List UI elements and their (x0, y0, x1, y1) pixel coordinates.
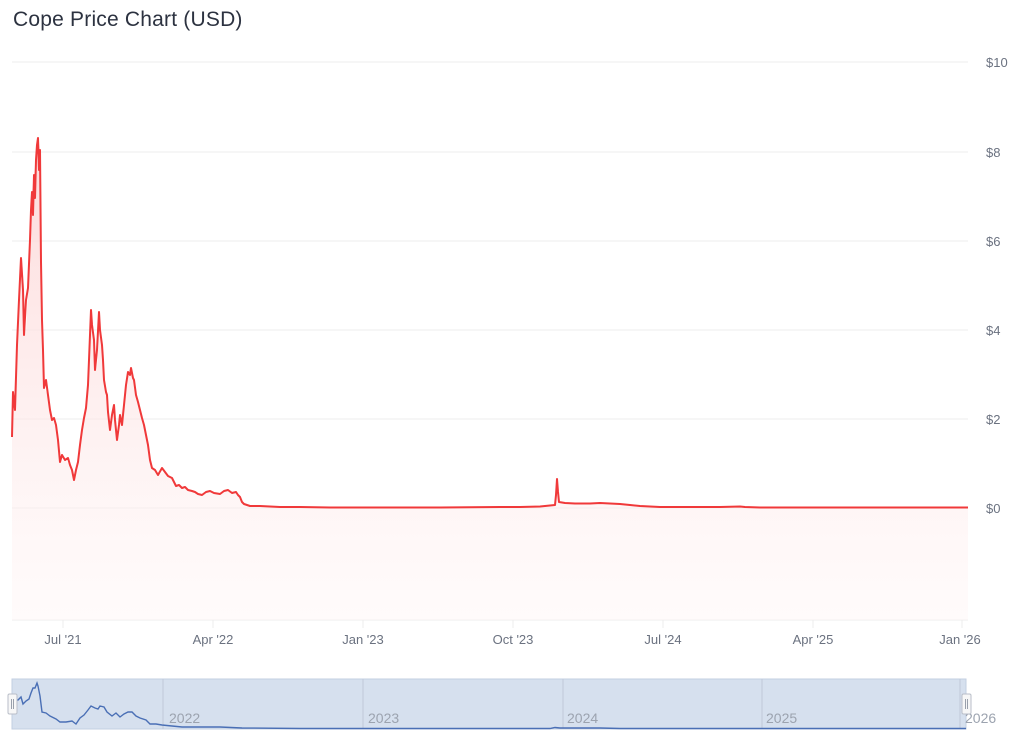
navigator[interactable]: 2022 2023 2024 2025 2026 (7, 678, 996, 730)
x-tick-label: Jan '26 (939, 632, 981, 647)
price-area (12, 138, 968, 620)
x-axis: Jul '21 Apr '22 Jan '23 Oct '23 Jul '24 … (44, 632, 980, 647)
x-tick-label: Apr '25 (793, 632, 834, 647)
navigator-handle-left[interactable] (7, 693, 18, 715)
navigator-series-line (12, 680, 966, 730)
x-tick-label: Oct '23 (493, 632, 534, 647)
navigator-label: 2025 (766, 710, 797, 726)
navigator-label: 2023 (368, 710, 399, 726)
chart-title: Cope Price Chart (USD) (13, 8, 243, 31)
x-tick-label: Jan '23 (342, 632, 384, 647)
y-tick-label: $4 (986, 323, 1000, 338)
y-tick-label: $0 (986, 501, 1000, 516)
x-tick-marks (62, 620, 963, 628)
navigator-selection[interactable] (11, 678, 967, 730)
y-tick-label: $8 (986, 145, 1000, 160)
y-tick-label: $10 (986, 55, 1008, 70)
price-line[interactable] (11, 137, 968, 509)
navigator-handle-right[interactable] (961, 693, 972, 715)
x-tick-label: Apr '22 (193, 632, 234, 647)
navigator-label: 2024 (567, 710, 598, 726)
navigator-year-labels: 2022 2023 2024 2025 2026 (169, 710, 996, 726)
navigator-label: 2022 (169, 710, 200, 726)
navigator-label: 2026 (965, 710, 996, 726)
x-tick-label: Jul '21 (44, 632, 81, 647)
navigator-grid (162, 679, 961, 729)
y-axis: $10 $8 $6 $4 $2 $0 (986, 55, 1008, 516)
x-tick-label: Jul '24 (644, 632, 681, 647)
y-tick-label: $2 (986, 412, 1000, 427)
y-tick-label: $6 (986, 234, 1000, 249)
